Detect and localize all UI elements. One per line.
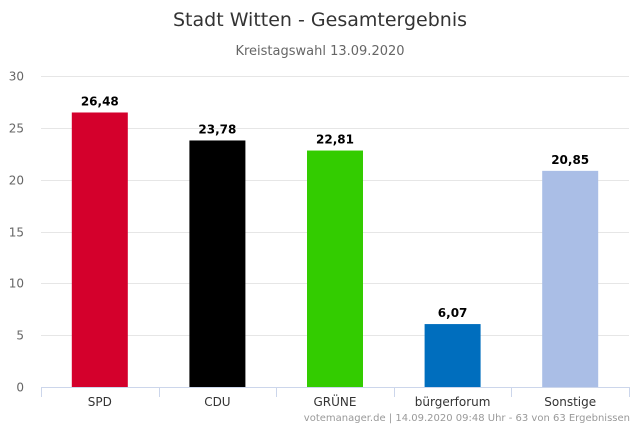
x-tick-label: Sonstige xyxy=(544,395,596,409)
chart-title: Stadt Witten - Gesamtergebnis xyxy=(173,9,467,31)
data-label: 6,07 xyxy=(438,306,468,320)
bar[interactable] xyxy=(71,112,128,388)
x-tick-label: CDU xyxy=(204,395,230,409)
x-axis: SPD CDU GRÜNE bürgerforum Sonstige xyxy=(41,387,630,409)
y-tick-label: 25 xyxy=(9,122,24,136)
data-label: 22,81 xyxy=(316,133,354,147)
y-tick-label: 15 xyxy=(9,226,24,240)
y-tick-label: 0 xyxy=(16,381,24,395)
y-tick-label: 20 xyxy=(9,174,24,188)
chart-subtitle: Kreistagswahl 13.09.2020 xyxy=(235,44,404,59)
bars xyxy=(71,112,599,388)
data-labels: 26,48 23,78 22,81 6,07 20,85 xyxy=(81,94,589,320)
bar[interactable] xyxy=(424,324,481,387)
x-tick-label: bürgerforum xyxy=(415,395,491,409)
data-label: 20,85 xyxy=(551,153,589,167)
data-label: 26,48 xyxy=(81,94,119,108)
chart-credit[interactable]: votemanager.de | 14.09.2020 09:48 Uhr - … xyxy=(304,413,630,424)
x-tick-label: GRÜNE xyxy=(314,393,357,409)
data-label: 23,78 xyxy=(198,122,236,136)
y-tick-label: 5 xyxy=(16,329,24,343)
bar[interactable] xyxy=(542,170,599,387)
x-tick-label: SPD xyxy=(88,395,112,409)
bar[interactable] xyxy=(307,150,363,387)
y-tick-label: 10 xyxy=(9,277,24,291)
y-tick-label: 30 xyxy=(9,70,24,84)
y-axis-ticks: 0 5 10 15 20 25 30 xyxy=(9,70,24,395)
bar[interactable] xyxy=(189,140,246,387)
